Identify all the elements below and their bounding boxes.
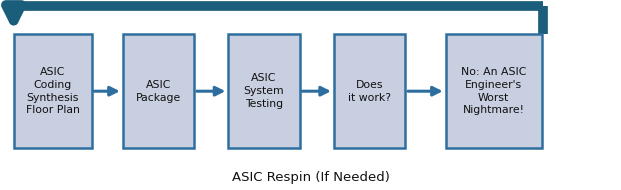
FancyBboxPatch shape [123, 34, 194, 148]
Text: ASIC
System
Testing: ASIC System Testing [243, 73, 284, 109]
Text: ASIC Respin (If Needed): ASIC Respin (If Needed) [232, 171, 389, 184]
FancyBboxPatch shape [334, 34, 405, 148]
Text: ASIC
Coding
Synthesis
Floor Plan: ASIC Coding Synthesis Floor Plan [26, 67, 79, 115]
Text: No: An ASIC
Engineer's
Worst
Nightmare!: No: An ASIC Engineer's Worst Nightmare! [461, 67, 527, 115]
FancyBboxPatch shape [446, 34, 542, 148]
Text: Does
it work?: Does it work? [348, 80, 391, 103]
Text: ASIC
Package: ASIC Package [136, 80, 181, 103]
FancyBboxPatch shape [229, 34, 299, 148]
FancyBboxPatch shape [14, 34, 92, 148]
